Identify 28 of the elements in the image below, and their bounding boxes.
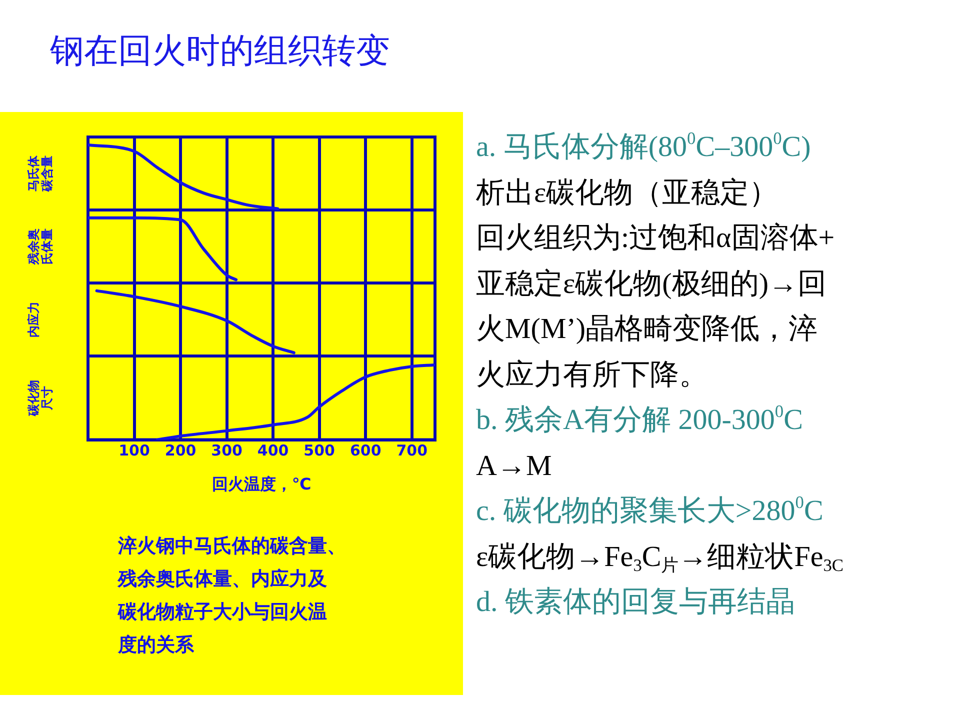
y-axis-title: 碳化物尺寸 [26, 380, 54, 417]
text: 火M(M’)晶格畸变降低，淬 [476, 312, 819, 347]
x-axis-title: 回火温度，℃ [212, 474, 312, 494]
text: 淬火钢中马氏体的碳含量、 [118, 534, 346, 559]
text: c. 碳化物的聚集长大>280$^{0}$C [476, 490, 824, 529]
y-axis-title: 马氏体碳含量 [26, 154, 54, 192]
text: 钢在回火时的组织转变 [50, 30, 390, 73]
text: 度的关系 [118, 633, 195, 658]
x-tick-label: 200 [164, 442, 196, 460]
x-tick-label: 400 [257, 442, 289, 460]
x-tick-label: 300 [211, 442, 242, 460]
text: 碳化物粒子大小与回火温 [118, 600, 328, 625]
text: ε碳化物→Fe$_{3}$C$_{片}$→细粒状Fe$_{3C}$ [476, 540, 844, 577]
x-tick-label: 100 [118, 442, 150, 460]
y-axis-title: 内应力 [26, 302, 41, 338]
text: 火应力有所下降。 [476, 358, 709, 392]
text: 析出ε碳化物（亚稳定） [476, 176, 780, 210]
text: b. 残余A有分解 200-300$^{0}$C [476, 400, 804, 438]
text: 残余奥氏体量、内应力及 [118, 567, 328, 592]
text: a. 马氏体分解(80$^{0}$C–300$^{0}$C) [476, 126, 812, 165]
text: 亚稳定ε碳化物(极细的)→回 [476, 266, 828, 302]
y-axis-title: 残余奥氏体量 [26, 228, 54, 266]
text: d. 铁素体的回复与再结晶 [476, 585, 796, 620]
text: A→M [476, 448, 553, 484]
x-tick-label: 600 [350, 442, 382, 460]
x-tick-label: 700 [396, 442, 428, 460]
text: 回火组织为:过饱和α固溶体+ [476, 221, 836, 256]
x-tick-label: 500 [304, 442, 335, 460]
